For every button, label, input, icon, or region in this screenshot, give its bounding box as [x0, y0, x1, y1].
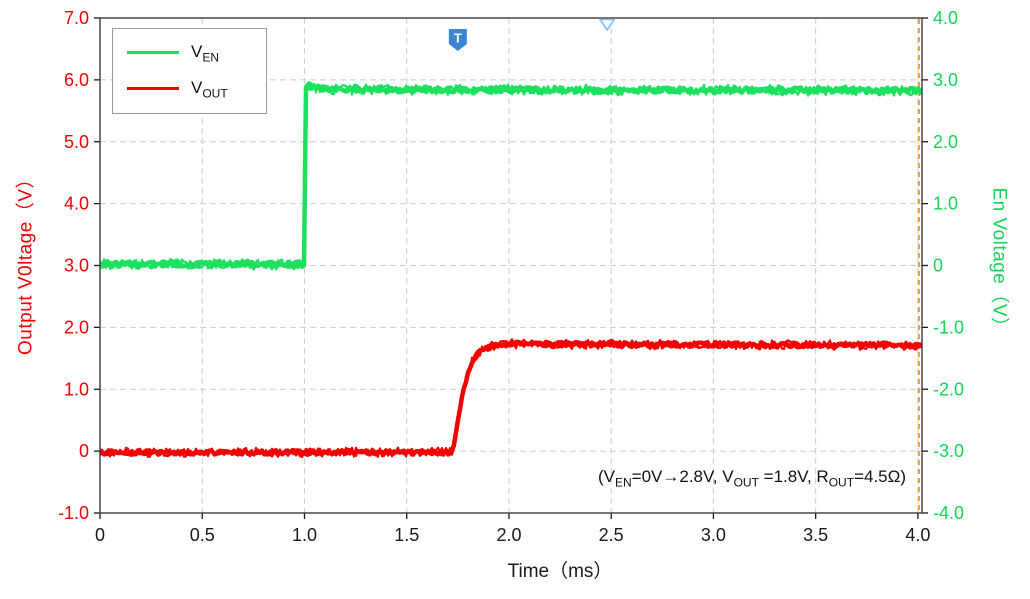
legend-label-vout: VOUT [191, 77, 228, 101]
svg-text:1.0: 1.0 [933, 194, 958, 214]
svg-text:5.0: 5.0 [64, 132, 89, 152]
y-axis-title-left: Output V0ltage（V） [15, 169, 37, 355]
svg-text:0: 0 [933, 256, 943, 276]
svg-text:-2.0: -2.0 [933, 379, 964, 399]
svg-text:6.0: 6.0 [64, 70, 89, 90]
svg-text:4.0: 4.0 [905, 525, 930, 545]
legend-line-ven [127, 51, 179, 55]
svg-text:2.5: 2.5 [599, 525, 624, 545]
svg-text:7.0: 7.0 [64, 8, 89, 28]
svg-text:2.0: 2.0 [64, 317, 89, 337]
svg-text:T: T [454, 31, 462, 46]
svg-text:3.0: 3.0 [933, 70, 958, 90]
y-axis-title-right: En Voltage（V） [988, 187, 1010, 337]
svg-text:2.0: 2.0 [933, 132, 958, 152]
svg-text:2.0: 2.0 [496, 525, 521, 545]
legend-item-ven: VEN [127, 42, 266, 64]
chart-annotation: (VEN=0V→2.8V, VOUT =1.8V, ROUT=4.5Ω) [597, 467, 906, 490]
svg-text:1.0: 1.0 [64, 379, 89, 399]
svg-text:3.5: 3.5 [803, 525, 828, 545]
x-axis-title: Time（ms） [507, 561, 613, 582]
svg-text:4.0: 4.0 [64, 194, 89, 214]
svg-text:3.0: 3.0 [64, 256, 89, 276]
svg-text:0.5: 0.5 [190, 525, 215, 545]
svg-text:0: 0 [79, 441, 89, 461]
legend: VEN VOUT [112, 28, 267, 114]
top-triangle-marker-icon [598, 18, 616, 32]
svg-text:-3.0: -3.0 [933, 441, 964, 461]
svg-text:-4.0: -4.0 [933, 503, 964, 523]
svg-text:1.0: 1.0 [292, 525, 317, 545]
svg-text:3.0: 3.0 [701, 525, 726, 545]
legend-line-vout [127, 87, 179, 91]
svg-text:4.0: 4.0 [933, 8, 958, 28]
legend-label-ven: VEN [191, 41, 220, 65]
trigger-marker-icon: T [448, 29, 467, 51]
svg-text:-1.0: -1.0 [933, 317, 964, 337]
svg-text:-1.0: -1.0 [58, 503, 89, 523]
svg-text:0: 0 [95, 525, 105, 545]
legend-item-vout: VOUT [127, 78, 266, 100]
svg-text:1.5: 1.5 [394, 525, 419, 545]
